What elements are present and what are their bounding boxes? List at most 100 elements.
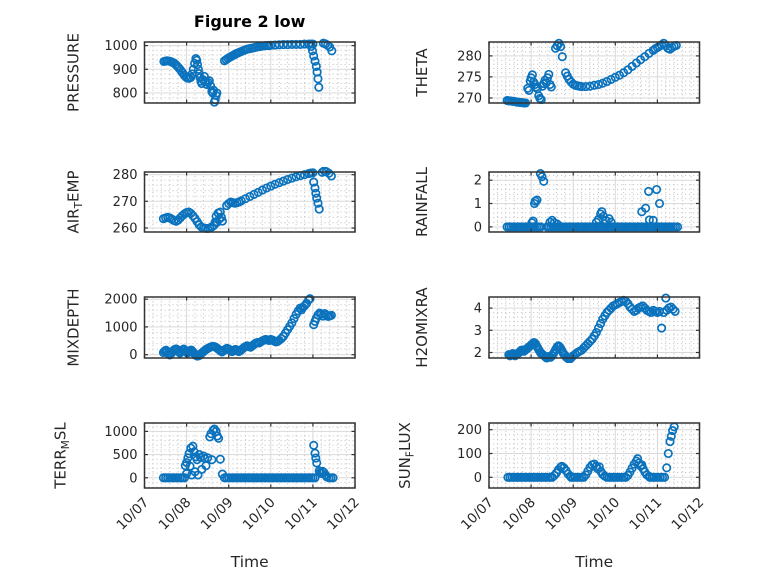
data-point — [557, 52, 567, 62]
data-point — [306, 41, 316, 52]
data-point — [308, 168, 318, 178]
y-tick-label: 1000 — [104, 39, 137, 54]
data-point — [654, 198, 665, 209]
y-tick-label: 270 — [457, 92, 482, 107]
data-point — [179, 473, 190, 483]
x-tick-label: 10/09 — [542, 495, 581, 534]
data-point — [192, 59, 203, 70]
axes-frame — [488, 422, 701, 489]
data-point — [305, 294, 315, 304]
data-point — [276, 334, 286, 344]
axis-ticks — [488, 297, 701, 358]
data-point — [657, 323, 667, 333]
data-point — [646, 307, 656, 318]
data-point — [204, 76, 214, 86]
y-tick-label: 3 — [474, 324, 482, 339]
x-tick-label: 10/09 — [198, 495, 237, 534]
y-tick-label: 260 — [113, 222, 138, 237]
y-tick-label: 280 — [113, 168, 138, 183]
x-tick-label: 10/07 — [458, 495, 497, 534]
data-point — [274, 40, 284, 50]
axes-frame — [488, 171, 701, 233]
data-point — [627, 304, 637, 314]
data-point — [673, 222, 683, 232]
axes-frame — [143, 41, 356, 104]
data-point — [262, 183, 272, 193]
data-point — [585, 336, 595, 346]
data-point — [594, 462, 604, 472]
data-point — [278, 40, 288, 50]
data-point — [240, 194, 251, 204]
data-point — [544, 69, 554, 79]
axis-ticks — [143, 42, 356, 103]
y-axis-label-AIR_TEMP: AIRTEMP — [65, 171, 86, 234]
y-tick-label: 0 — [129, 348, 137, 363]
data-point — [309, 51, 319, 61]
data-point — [641, 203, 651, 213]
x-axis-label-left: Time — [230, 553, 269, 571]
data-point — [585, 81, 595, 91]
data-point — [309, 177, 319, 187]
y-tick-label: 1000 — [104, 425, 137, 440]
data-point — [591, 327, 601, 338]
data-point — [539, 176, 549, 186]
subplot-H2OMIXRA: 2 3 4 H2OMIXRA — [413, 287, 701, 368]
data-point — [665, 437, 675, 447]
data-point — [326, 310, 336, 320]
x-axis-label-right: Time — [574, 553, 613, 571]
data-point — [215, 207, 225, 217]
y-axis-label-SUN_FLUX: SUNFLUX — [396, 422, 417, 489]
x-tick-label: 10/12 — [669, 495, 708, 534]
data-point — [314, 82, 324, 92]
data-point — [310, 448, 320, 458]
x-tick-label: 10/07 — [114, 495, 153, 534]
axes-frame — [488, 296, 701, 359]
data-point — [283, 174, 293, 185]
y-tick-label: 800 — [113, 87, 138, 102]
x-tick-label: 10/11 — [282, 495, 321, 534]
data-point — [589, 80, 599, 90]
data-point — [663, 448, 673, 459]
data-point — [310, 56, 320, 66]
data-point — [313, 198, 323, 208]
data-point — [192, 55, 202, 65]
x-tick-label: 10/11 — [626, 495, 665, 534]
data-point — [310, 183, 320, 193]
data-point — [556, 42, 566, 52]
data-point — [274, 178, 284, 188]
data-point — [314, 204, 324, 214]
subplot-TERR_MSL: 0 500 1000 TERRMSL 10/07 10/08 10/09 10/10 10/11… — [52, 422, 363, 534]
data-point — [270, 179, 280, 189]
axis-ticks — [143, 172, 356, 232]
y-tick-label: 2 — [474, 174, 482, 189]
y-tick-label: 500 — [113, 448, 138, 463]
data-point — [291, 39, 301, 49]
data-point — [207, 455, 217, 465]
y-tick-label: 0 — [129, 471, 137, 486]
figure-title: Figure 2 low — [194, 12, 306, 31]
data-point — [295, 39, 305, 49]
data-point — [215, 454, 225, 464]
data-point — [287, 173, 297, 183]
data-point — [581, 82, 591, 92]
y-axis-label-THETA: THETA — [413, 48, 431, 98]
data-point — [668, 304, 678, 314]
data-point — [524, 85, 534, 95]
data-point — [597, 207, 607, 217]
y-axis-label-TERR_MSL: TERRMSL — [52, 422, 73, 490]
y-tick-label: 200 — [457, 423, 482, 438]
y-tick-label: 2000 — [104, 293, 137, 308]
subplot-THETA: 270 275 280 THETA — [413, 38, 701, 108]
y-axis-label-PRESSURE: PRESSURE — [65, 33, 83, 112]
data-point — [310, 473, 320, 483]
y-tick-label: 280 — [457, 49, 482, 64]
data-point — [577, 82, 587, 92]
data-point — [547, 472, 557, 482]
y-axis-label-RAINFALL: RAINFALL — [413, 166, 431, 237]
data-point — [311, 453, 321, 463]
scatter-series-SUN_FLUX — [503, 422, 679, 482]
subplot-MIXDEPTH: 0 1000 2000 MIXDEPTH — [65, 288, 356, 367]
data-point — [278, 176, 288, 186]
